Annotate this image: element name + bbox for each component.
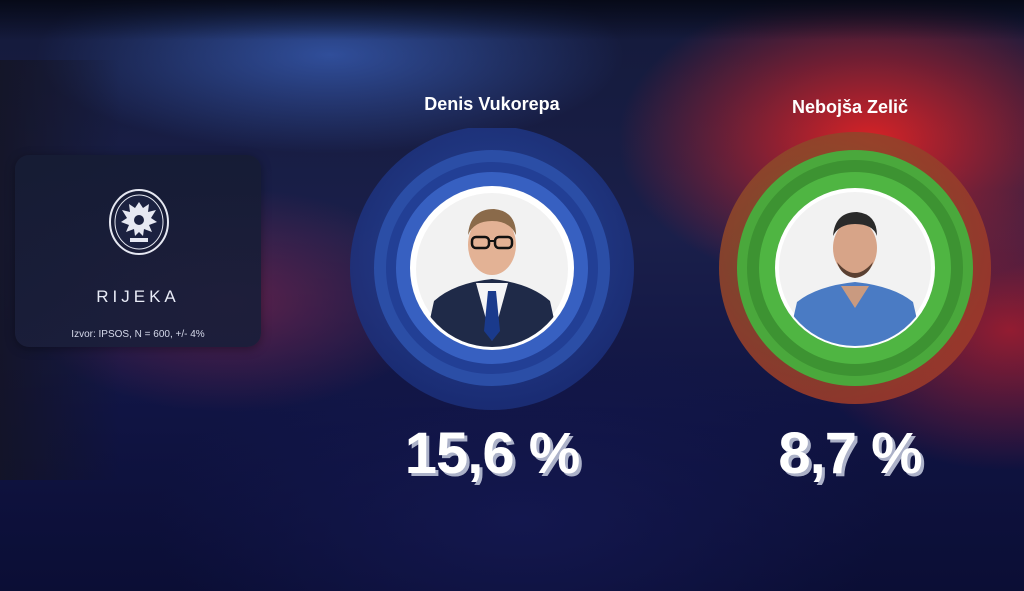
candidate-name-vukorepa: Denis Vukorepa — [424, 94, 560, 114]
city-name: RIJEKA — [96, 287, 180, 306]
poll-info-card — [15, 155, 261, 347]
city-crest-icon — [109, 189, 169, 255]
candidate-photo-zelic — [779, 192, 931, 346]
candidate-name-zelic: Nebojša Zelič — [791, 97, 909, 117]
candidate-percentage-zelic: 8,7 % — [778, 421, 922, 486]
candidate-photo-vukorepa — [416, 193, 568, 347]
background-shade-top — [0, 0, 1024, 40]
candidate-percentage-vukorepa: 15,6 % — [404, 421, 581, 486]
poll-source-note: Izvor: IPSOS, N = 600, +/- 4% — [71, 329, 205, 340]
